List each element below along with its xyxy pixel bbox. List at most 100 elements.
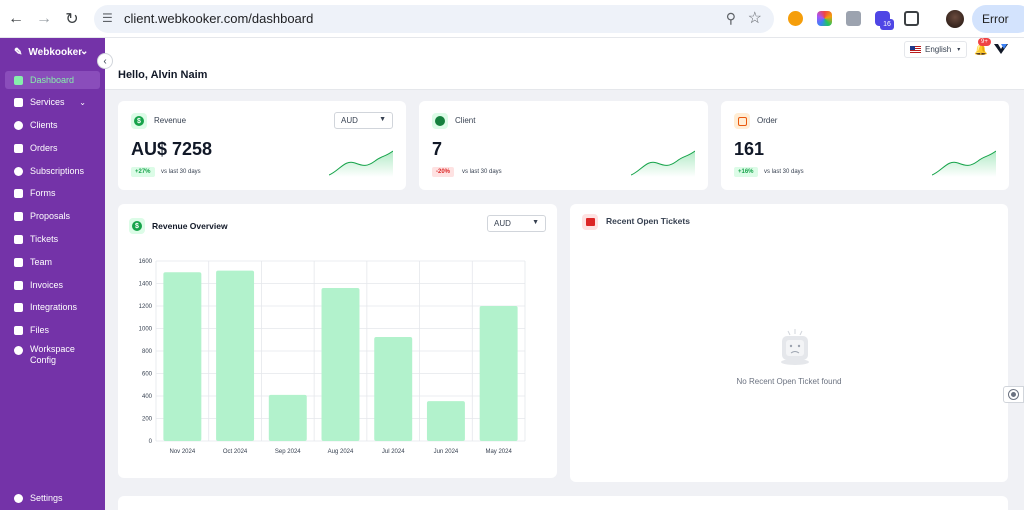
extension-sun-icon[interactable] — [788, 11, 803, 26]
dollar-icon: $ — [131, 113, 147, 129]
sidebar-item-clients[interactable]: Clients — [5, 116, 100, 134]
notification-badge: 9+ — [978, 38, 991, 46]
bar[interactable] — [374, 336, 413, 441]
stat-title: Client — [455, 116, 476, 125]
invoice-icon — [14, 280, 23, 290]
x-tick-label: Jun 2024 — [434, 449, 459, 455]
site-settings-icon[interactable]: ☰ — [102, 11, 113, 25]
caret-down-icon: ▼ — [379, 116, 386, 123]
top-bar: Hello, Alvin Naim English ▾ 🔔 9+ — [105, 38, 1024, 90]
section-title: Recent Open Tickets — [606, 216, 690, 226]
sidebar-item-workspace-config[interactable]: Workspace Config — [5, 344, 100, 368]
revenue-bar-chart: 0 200 400 600 800 1000 1200 1400 1600 Nov 2024 Oct… — [139, 259, 526, 455]
sidebar-item-label: Clients — [30, 120, 58, 130]
floating-help-button[interactable] — [1003, 386, 1024, 403]
language-selector[interactable]: English ▾ — [904, 41, 967, 58]
bar[interactable] — [163, 272, 202, 441]
change-badge: +27% — [131, 167, 155, 177]
ticket-flag-icon — [582, 214, 598, 230]
empty-state-text: No Recent Open Ticket found — [736, 377, 842, 386]
sidebar-item-label: Services — [30, 97, 65, 107]
team-icon — [14, 257, 23, 267]
bar[interactable] — [268, 394, 307, 441]
x-tick-label: Nov 2024 — [170, 449, 196, 455]
extensions-puzzle-icon[interactable] — [904, 11, 919, 26]
order-card: Order 161 +16% vs last 30 days — [721, 101, 1009, 190]
y-tick-label: 1400 — [139, 282, 153, 288]
caret-down-icon: ▼ — [532, 219, 539, 226]
bottom-card — [118, 496, 1008, 510]
sidebar-item-subscriptions[interactable]: Subscriptions — [5, 162, 100, 180]
zoom-icon[interactable]: ⚲ — [725, 10, 736, 26]
stat-title: Order — [757, 116, 778, 125]
back-arrow-icon[interactable]: ← — [8, 10, 24, 27]
sidebar-item-settings[interactable]: Settings — [5, 489, 100, 507]
reload-icon[interactable]: ↻ — [65, 11, 79, 28]
chevron-down-icon: ⌄ — [80, 46, 89, 57]
address-bar[interactable]: ☰ client.webkooker.com/dashboard ⚲ ☆ — [94, 5, 774, 33]
sidebar-item-invoices[interactable]: Invoices — [5, 276, 100, 294]
section-title: Revenue Overview — [152, 221, 228, 231]
sidebar-item-label: Settings — [30, 493, 63, 503]
sidebar-item-label: Integrations — [30, 302, 78, 312]
period-label: vs last 30 days — [161, 169, 201, 175]
sidebar-item-label: Orders — [30, 143, 58, 153]
order-icon — [734, 113, 750, 129]
us-flag-icon — [910, 46, 921, 53]
sidebar-item-label: Invoices — [30, 280, 64, 290]
x-tick-label: Sep 2024 — [275, 449, 301, 455]
currency-select[interactable]: AUD ▼ — [334, 112, 393, 129]
profile-error-button[interactable]: Error — [972, 5, 1024, 33]
language-label: English — [925, 45, 952, 54]
bookmark-star-icon[interactable]: ☆ — [747, 10, 762, 27]
chevron-down-icon: ▾ — [957, 47, 961, 53]
workspace-switcher[interactable]: ✎ Webkooker ⌄ — [14, 46, 88, 58]
url-text[interactable]: client.webkooker.com/dashboard — [124, 11, 314, 26]
sidebar-item-orders[interactable]: Orders — [5, 139, 100, 157]
recent-tickets-card: Recent Open Tickets No Recent Open Ticke… — [570, 204, 1008, 482]
extension-code-icon[interactable] — [846, 11, 861, 26]
bar[interactable] — [426, 401, 465, 441]
x-tick-label: Oct 2024 — [223, 449, 248, 455]
profile-avatar[interactable] — [946, 10, 964, 28]
client-card: Client 7 -20% vs last 30 days — [419, 101, 708, 190]
sidebar-item-forms[interactable]: Forms — [5, 184, 100, 202]
sidebar-item-proposals[interactable]: Proposals — [5, 207, 100, 225]
sidebar-item-services[interactable]: Services ⌄ — [5, 93, 100, 111]
forward-arrow-icon[interactable]: → — [36, 10, 52, 27]
extension-color-icon[interactable] — [817, 11, 832, 26]
x-tick-label: May 2024 — [485, 449, 512, 455]
revenue-overview-card: $ Revenue Overview AUD ▼ 0 200 400 600 800 10… — [118, 204, 557, 478]
users-icon — [14, 120, 23, 130]
sparkline — [932, 150, 996, 177]
sidebar-item-label: Workspace Config — [30, 344, 75, 365]
bar[interactable] — [321, 288, 360, 441]
sidebar: ✎ Webkooker ⌄ Dashboard Services ⌄ Clien… — [0, 38, 105, 510]
bar[interactable] — [479, 306, 518, 441]
y-tick-label: 400 — [142, 394, 153, 400]
gear-icon — [14, 346, 23, 355]
sidebar-item-dashboard[interactable]: Dashboard — [5, 71, 100, 89]
brand-name: Webkooker — [28, 47, 83, 58]
period-label: vs last 30 days — [764, 169, 804, 175]
bar[interactable] — [216, 270, 255, 441]
greeting: Hello, Alvin Naim — [118, 69, 208, 81]
sparkline — [329, 150, 393, 177]
sidebar-item-integrations[interactable]: Integrations — [5, 298, 100, 316]
currency-select[interactable]: AUD ▼ — [487, 215, 546, 232]
bell-icon[interactable]: 🔔 — [974, 44, 988, 56]
gear-icon — [14, 493, 23, 503]
plug-icon — [14, 302, 23, 312]
collapse-sidebar-button[interactable]: ‹ — [97, 53, 113, 69]
change-badge: -20% — [432, 167, 455, 177]
y-tick-label: 1000 — [139, 327, 153, 333]
refresh-icon — [14, 166, 23, 176]
sidebar-item-team[interactable]: Team — [5, 253, 100, 271]
stat-value: 7 — [432, 139, 443, 159]
sidebar-item-tickets[interactable]: Tickets — [5, 230, 100, 248]
sidebar-item-label: Team — [30, 257, 53, 267]
stat-title: Revenue — [154, 116, 187, 125]
y-tick-label: 1600 — [139, 259, 153, 265]
smile-icon — [432, 113, 448, 129]
sidebar-item-files[interactable]: Files — [5, 321, 100, 339]
